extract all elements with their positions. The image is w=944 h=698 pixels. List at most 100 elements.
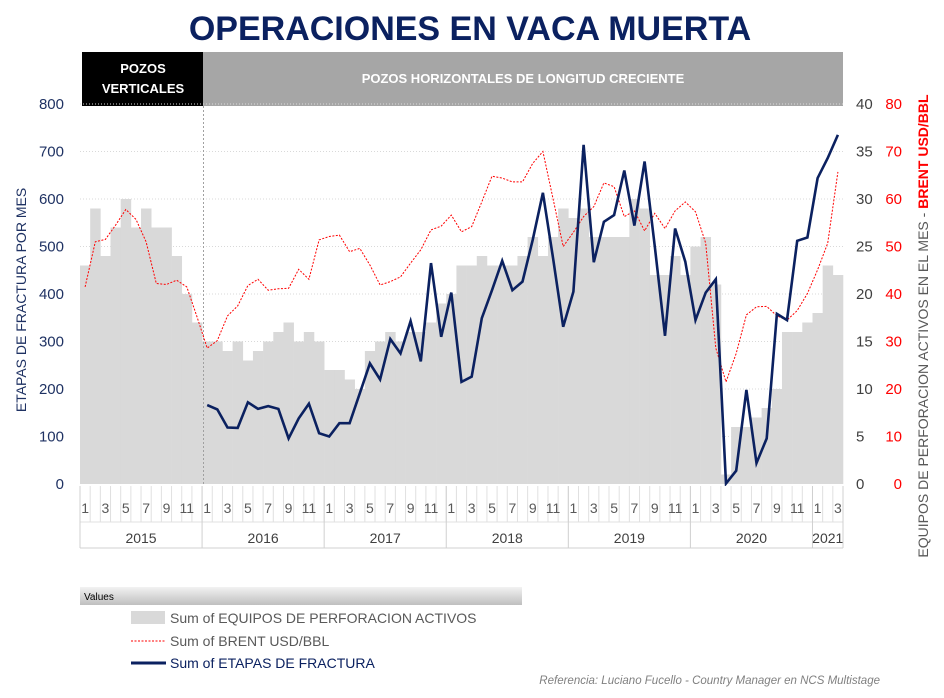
y-left-tick-label: 200 <box>39 381 64 398</box>
rigs-bar <box>741 427 752 484</box>
month-tick-label: 11 <box>302 500 317 516</box>
rigs-bar <box>680 275 691 484</box>
month-tick-label: 11 <box>790 500 805 516</box>
rigs-bar <box>171 256 183 484</box>
rigs-bar <box>639 208 651 484</box>
etapas-line <box>206 134 840 488</box>
rigs-bar <box>364 351 376 484</box>
rigs-bar <box>751 417 762 484</box>
month-tick-label: 7 <box>631 500 639 516</box>
rigs-bar <box>385 332 396 484</box>
y-brent-tick-label: 70 <box>885 144 902 161</box>
band-vertical-label-1: POZOS <box>120 61 166 76</box>
rigs-bar <box>547 237 559 484</box>
month-tick-label: 5 <box>244 500 252 516</box>
y-left-tick-label: 500 <box>39 239 64 256</box>
month-tick-label: 3 <box>102 500 110 516</box>
legend-header <box>80 587 522 605</box>
year-label: 2020 <box>736 530 767 546</box>
y-left-tick-label: 100 <box>39 429 64 446</box>
rigs-bar <box>120 199 132 484</box>
rigs-bar <box>598 237 610 484</box>
y-axis-brent-title: BRENT USD/BBL <box>915 94 931 209</box>
rigs-bar <box>212 341 223 484</box>
brent-line <box>84 150 839 384</box>
year-label: 2016 <box>248 530 279 546</box>
year-label: 2019 <box>614 530 645 546</box>
month-tick-label: 1 <box>203 500 211 516</box>
rigs-bar <box>659 275 671 484</box>
y-brent-tick-label: 60 <box>885 191 902 208</box>
month-tick-label: 7 <box>386 500 394 516</box>
legend-swatch-rigs <box>131 611 165 624</box>
rigs-bar <box>324 370 335 484</box>
band-horizontal-label: POZOS HORIZONTALES DE LONGITUD CRECIENTE <box>362 71 685 86</box>
rigs-bar <box>191 322 203 484</box>
rigs-bar <box>649 275 661 484</box>
rigs-bars <box>80 199 844 484</box>
month-tick-label: 7 <box>264 500 272 516</box>
rigs-bar <box>90 208 101 484</box>
period-bands: POZOS VERTICALES POZOS HORIZONTALES DE L… <box>82 52 843 106</box>
y-brent-tick-label: 50 <box>885 239 902 256</box>
band-horizontal-wells <box>203 52 843 106</box>
rigs-bar <box>313 341 325 484</box>
rigs-bar <box>517 256 528 484</box>
rigs-bar <box>812 313 823 484</box>
y-rigs-tick-label: 20 <box>856 286 873 303</box>
rigs-bar <box>792 332 803 484</box>
rigs-bar <box>151 227 162 484</box>
legend: Values Sum of EQUIPOS DE PERFORACION ACT… <box>80 587 522 671</box>
rigs-bar <box>222 351 233 484</box>
month-tick-label: 1 <box>81 500 89 516</box>
month-tick-label: 3 <box>590 500 598 516</box>
month-tick-label: 7 <box>753 500 761 516</box>
month-tick-label: 7 <box>142 500 150 516</box>
legend-label-brent: Sum of BRENT USD/BBL <box>170 633 329 649</box>
series-lines <box>84 134 840 488</box>
month-tick-label: 7 <box>508 500 516 516</box>
month-tick-label: 11 <box>668 500 683 516</box>
y-left-tick-label: 300 <box>39 334 64 351</box>
y-axes: 0100200300400500600700800051015202530354… <box>39 96 902 493</box>
band-vertical-wells <box>82 52 203 106</box>
rigs-bar <box>293 341 305 484</box>
rigs-bar <box>161 227 172 484</box>
month-tick-label: 9 <box>529 500 537 516</box>
rigs-bar <box>700 237 712 484</box>
reference-note: Referencia: Luciano Fucello - Country Ma… <box>539 675 880 687</box>
y-left-tick-label: 400 <box>39 286 64 303</box>
year-label: 2015 <box>125 530 156 546</box>
y-left-tick-label: 0 <box>56 476 64 493</box>
rigs-bar <box>100 256 111 484</box>
y-rigs-tick-label: 15 <box>856 334 873 351</box>
month-tick-label: 3 <box>712 500 720 516</box>
y-brent-tick-label: 10 <box>885 429 902 446</box>
rigs-bar <box>568 218 579 484</box>
y-brent-tick-label: 40 <box>885 286 902 303</box>
y-axis-left-title: ETAPAS DE FRACTURA POR MES <box>13 188 29 412</box>
x-axis-background <box>80 486 843 548</box>
y-rigs-tick-label: 0 <box>856 476 864 493</box>
rigs-bar <box>242 360 254 484</box>
month-tick-label: 5 <box>488 500 496 516</box>
rigs-bar <box>395 341 406 484</box>
y-rigs-tick-label: 10 <box>856 381 873 398</box>
y-rigs-tick-label: 5 <box>856 429 864 446</box>
rigs-bar <box>781 332 793 484</box>
rigs-bar <box>283 322 294 484</box>
rigs-bar <box>141 208 152 484</box>
month-tick-label: 1 <box>447 500 455 516</box>
rigs-bar <box>354 389 366 484</box>
month-tick-label: 3 <box>224 500 232 516</box>
y-rigs-tick-label: 30 <box>856 191 873 208</box>
y-left-tick-label: 800 <box>39 96 64 113</box>
rigs-bar <box>425 322 437 484</box>
rigs-bar <box>690 246 701 484</box>
month-tick-label: 5 <box>366 500 374 516</box>
y-axis-rigs-title: EQUIPOS DE PERFORACION ACTIVOS EN EL MES… <box>915 209 931 558</box>
y-left-tick-label: 700 <box>39 144 64 161</box>
rigs-bar <box>710 284 722 484</box>
y-axis-right-title: EQUIPOS DE PERFORACION ACTIVOS EN EL MES… <box>915 94 931 558</box>
rigs-bar <box>232 341 244 484</box>
